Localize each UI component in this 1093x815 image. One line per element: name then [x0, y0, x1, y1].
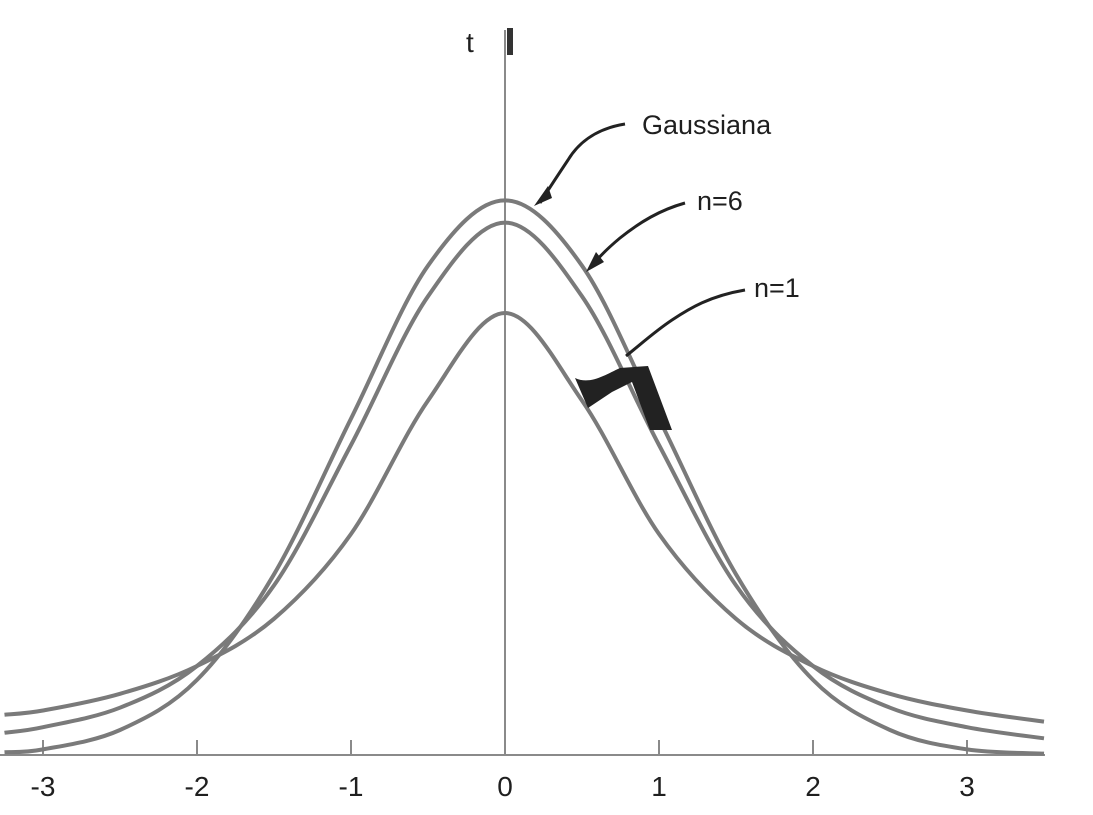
- pointer-n6: [590, 201, 686, 267]
- pointer-gaussiana: [538, 122, 626, 204]
- pointer-gaussiana-head: [534, 186, 552, 206]
- label-n6: n=6: [697, 186, 743, 216]
- curve-gaussiana: [4, 198, 1045, 756]
- label-gaussiana: Gaussiana: [642, 110, 772, 140]
- x-tick-label: -2: [185, 771, 210, 802]
- x-tick-label: -3: [31, 771, 56, 802]
- x-tick-label: 2: [805, 771, 821, 802]
- curves: [4, 198, 1045, 756]
- y-axis-label: t: [466, 27, 474, 58]
- x-ticks: -3 -2 -1 0 1 2 3: [31, 740, 975, 802]
- label-n1: n=1: [754, 273, 800, 303]
- pointer-n1-brush: [575, 366, 672, 430]
- pointer-n1: [625, 288, 746, 358]
- curve-n6: [4, 220, 1045, 741]
- x-tick-label: 3: [959, 771, 975, 802]
- curve-n1: [4, 310, 1045, 724]
- x-tick-label: 0: [497, 771, 513, 802]
- x-tick-label: 1: [651, 771, 667, 802]
- x-tick-label: -1: [339, 771, 364, 802]
- pointer-n6-head: [586, 252, 604, 272]
